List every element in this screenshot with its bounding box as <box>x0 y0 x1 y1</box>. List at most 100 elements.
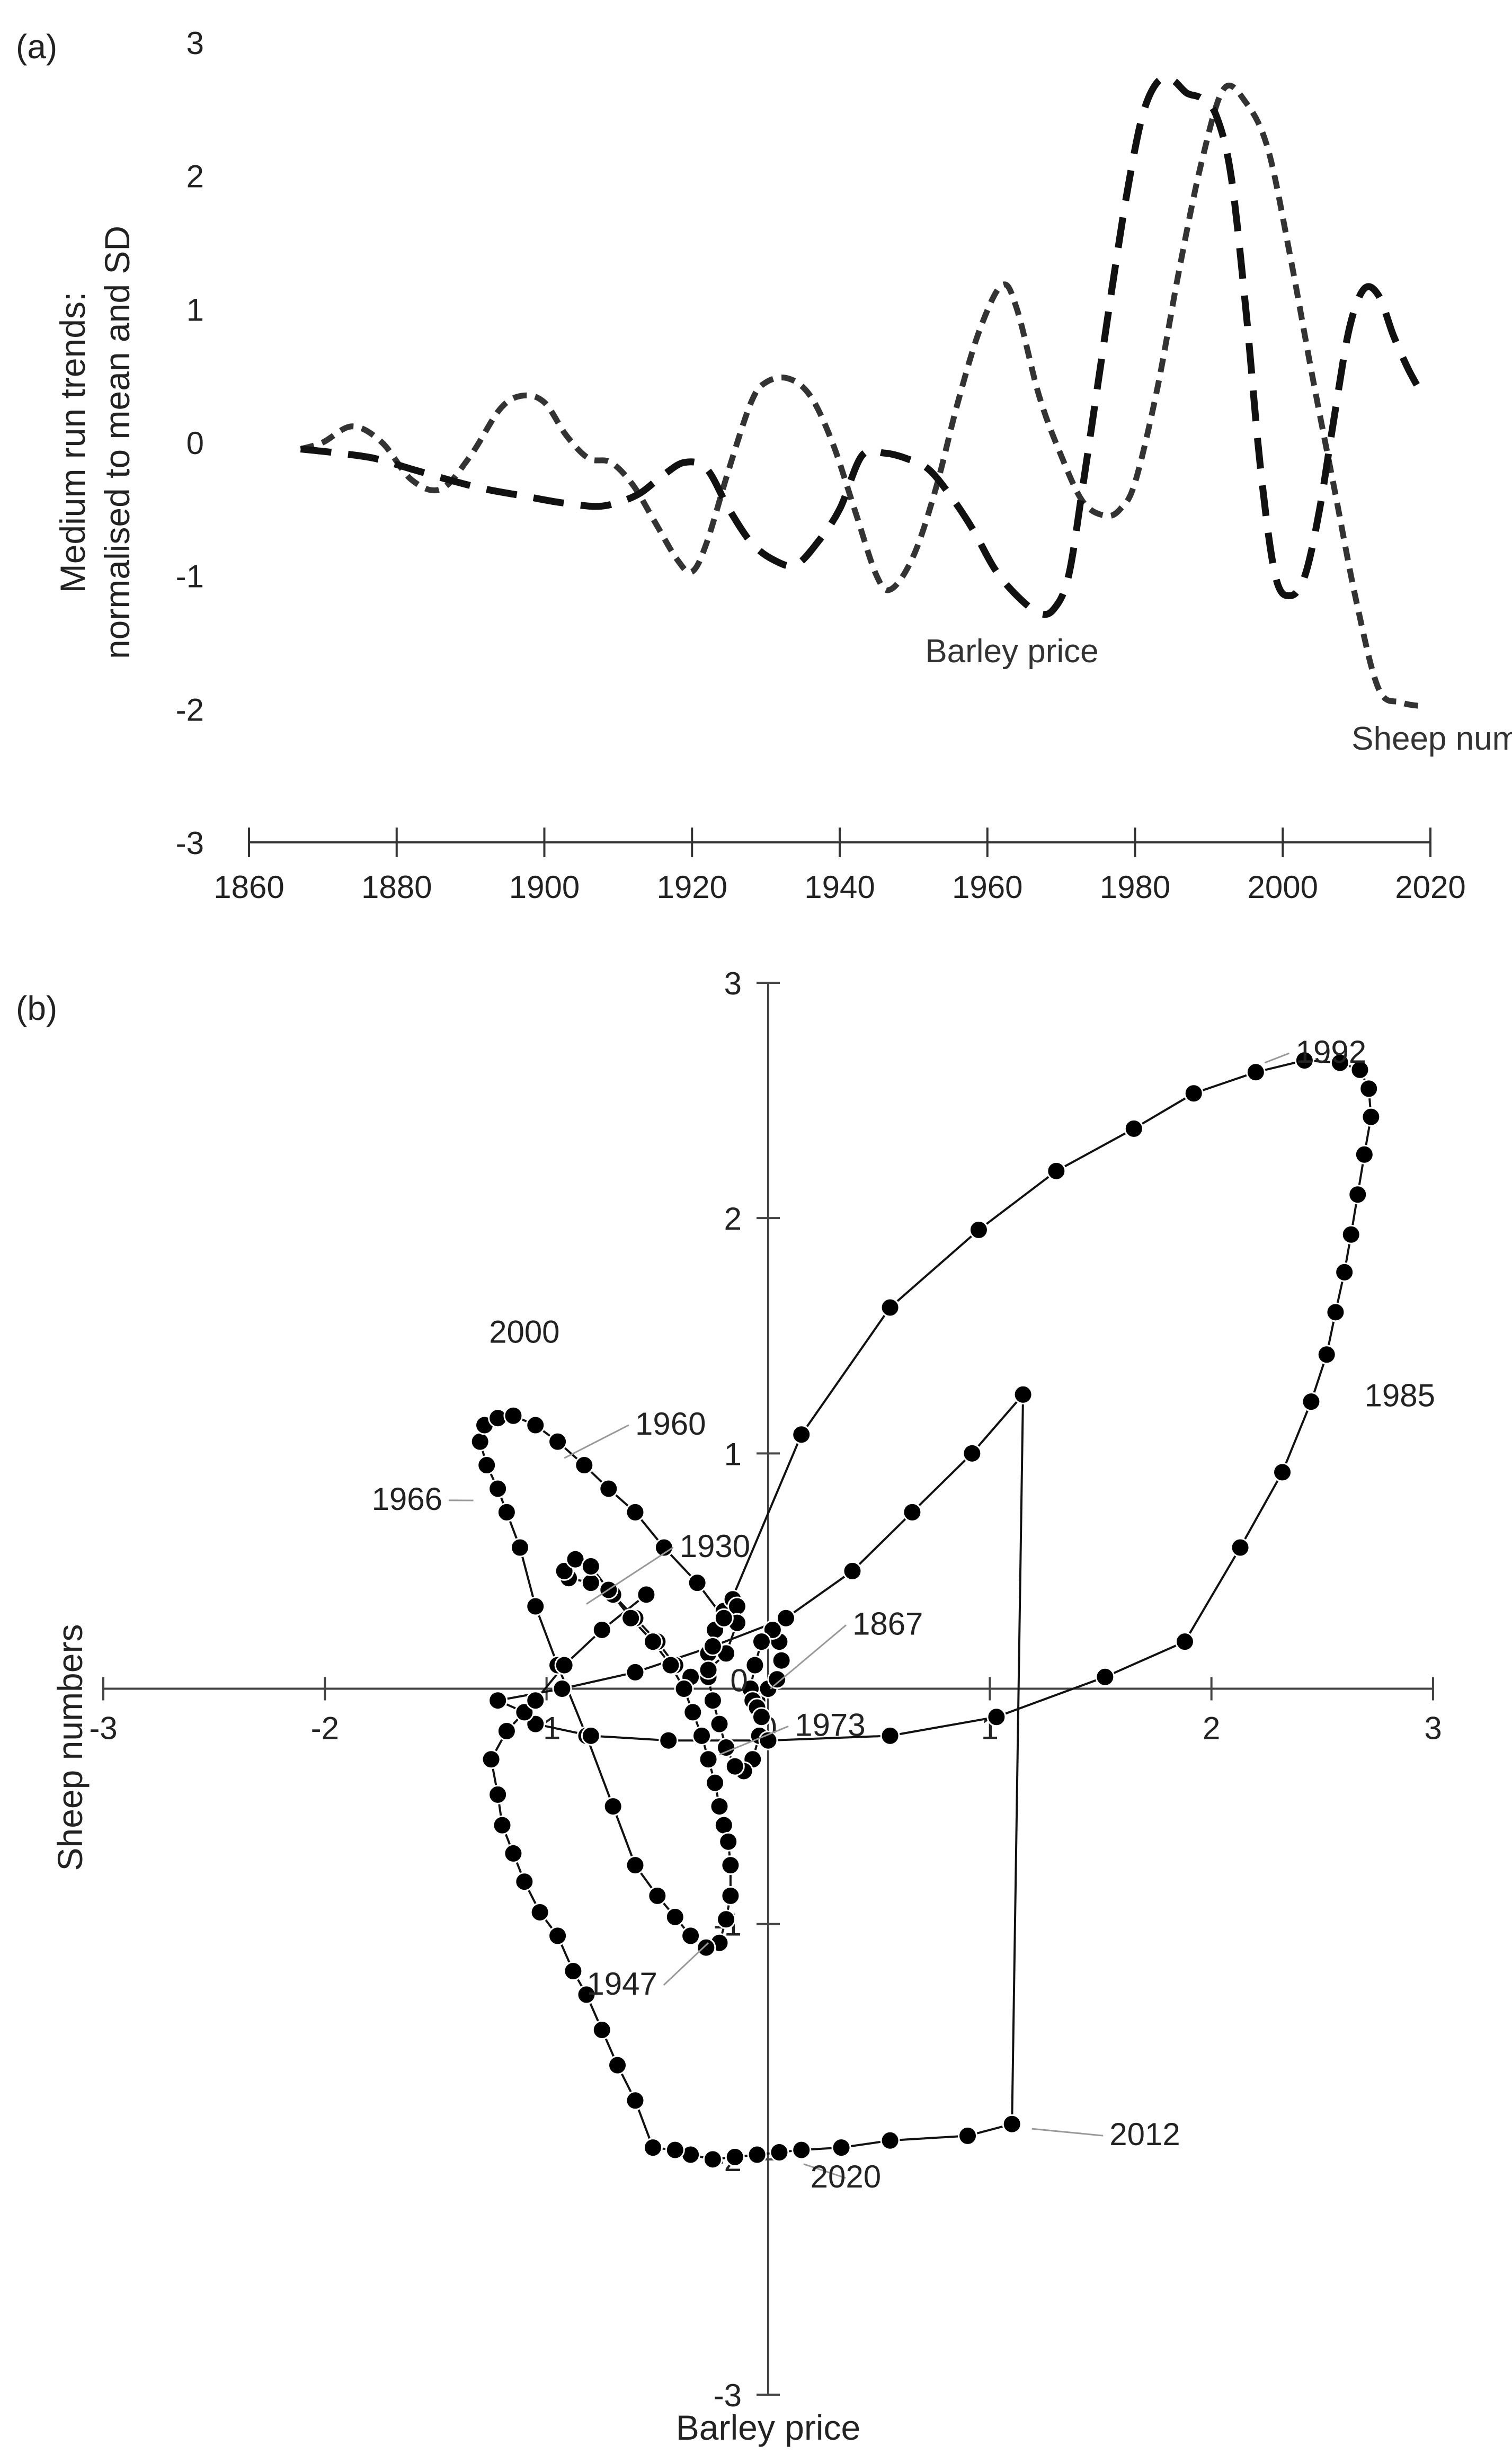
data-point <box>791 2140 812 2160</box>
x-tick-label: 2020 <box>1395 869 1465 905</box>
x-tick-label: 1960 <box>952 869 1022 905</box>
data-point <box>1359 1079 1379 1099</box>
data-point <box>603 1797 623 1817</box>
data-point <box>647 1886 668 1906</box>
data-point <box>1095 1667 1115 1687</box>
data-point <box>1046 1161 1066 1181</box>
data-point <box>477 1455 497 1475</box>
data-point <box>625 1502 645 1522</box>
data-point <box>492 1815 512 1835</box>
data-point <box>1348 1185 1368 1205</box>
year-label: 1930 <box>680 1528 750 1564</box>
data-point <box>1294 1051 1314 1071</box>
data-point <box>554 1655 574 1675</box>
data-point <box>776 1608 796 1628</box>
data-point <box>514 1872 535 1892</box>
y-tick-label: -1 <box>176 559 204 594</box>
x-tick-label: 3 <box>1424 1711 1442 1746</box>
data-point <box>581 1573 601 1593</box>
year-label: 1960 <box>635 1406 706 1442</box>
data-point <box>1230 1537 1250 1558</box>
data-point <box>621 1608 641 1628</box>
data-point <box>771 1650 791 1670</box>
data-point <box>986 1707 1007 1727</box>
y-tick-label: 3 <box>724 966 742 1001</box>
data-point <box>530 1902 550 1922</box>
year-leader-line <box>719 1725 789 1756</box>
data-point <box>1341 1224 1361 1244</box>
data-point <box>716 1909 736 1930</box>
year-label: 2020 <box>811 2159 881 2194</box>
data-point <box>526 1415 546 1435</box>
data-point <box>687 1573 707 1593</box>
data-point <box>661 1655 681 1675</box>
data-point <box>548 1926 568 1946</box>
data-point <box>526 1691 546 1711</box>
year-leader-line <box>586 1546 674 1605</box>
data-point <box>1184 1083 1204 1104</box>
data-point <box>1002 2114 1022 2134</box>
data-point <box>563 1961 583 1981</box>
y-tick-label: 1 <box>724 1436 742 1472</box>
data-point <box>702 1637 723 1657</box>
data-point <box>718 1831 739 1852</box>
year-leader-line <box>663 1942 709 1986</box>
y-axis-title-line-1: Medium run trends: <box>53 292 92 593</box>
data-point <box>721 1855 741 1875</box>
data-point <box>714 1608 734 1628</box>
x-tick-label: 1920 <box>657 869 727 905</box>
data-point <box>696 1937 716 1958</box>
data-point <box>581 1557 601 1577</box>
data-point <box>1354 1144 1374 1164</box>
data-point <box>503 1843 523 1863</box>
data-point <box>1013 1384 1033 1404</box>
data-point <box>698 1749 718 1770</box>
data-point <box>625 2091 645 2111</box>
data-point <box>714 1815 734 1835</box>
data-point <box>636 1585 656 1605</box>
year-label: 1985 <box>1365 1378 1435 1413</box>
data-point <box>681 1926 701 1946</box>
panel-a-label: (a) <box>16 28 57 66</box>
panel-b-label: (b) <box>16 989 57 1027</box>
x-tick-label: -3 <box>89 1711 117 1746</box>
year-leader-line <box>803 2163 846 2179</box>
y-axis-title: Sheep numbers <box>50 1624 90 1871</box>
data-point <box>745 1655 765 1675</box>
year-label: 1992 <box>1296 1034 1366 1070</box>
data-point <box>674 1679 694 1699</box>
data-point <box>665 1907 685 1927</box>
data-point <box>581 1726 601 1746</box>
data-point <box>488 1784 508 1804</box>
y-tick-label: -3 <box>176 825 204 861</box>
data-point <box>751 1707 771 1727</box>
data-point <box>721 1886 741 1906</box>
data-point <box>496 1721 517 1741</box>
data-point <box>709 1797 730 1817</box>
data-point <box>1326 1302 1346 1322</box>
data-point <box>659 1730 679 1750</box>
data-point <box>880 1297 900 1318</box>
data-point <box>958 2126 977 2146</box>
data-point <box>552 1679 572 1699</box>
year-leader-line <box>1031 2128 1104 2137</box>
data-point <box>1246 1062 1266 1082</box>
data-point <box>1317 1345 1337 1365</box>
data-point <box>1301 1392 1321 1412</box>
y-axis-title: Medium run trends: normalised to mean and… <box>53 226 137 659</box>
data-point <box>592 1620 612 1640</box>
data-point <box>470 1432 490 1452</box>
data-point <box>791 1425 812 1445</box>
sheep-numbers-line <box>300 74 1426 618</box>
data-point <box>747 2145 767 2165</box>
x-tick-label: 1900 <box>509 869 580 905</box>
y-tick-label: -3 <box>714 2378 742 2413</box>
data-point <box>496 1502 517 1522</box>
data-point <box>576 1985 597 2005</box>
x-tick-label: -2 <box>311 1711 339 1746</box>
year-leader-line <box>770 1624 847 1690</box>
data-point <box>592 2020 612 2040</box>
data-point <box>481 1749 501 1770</box>
